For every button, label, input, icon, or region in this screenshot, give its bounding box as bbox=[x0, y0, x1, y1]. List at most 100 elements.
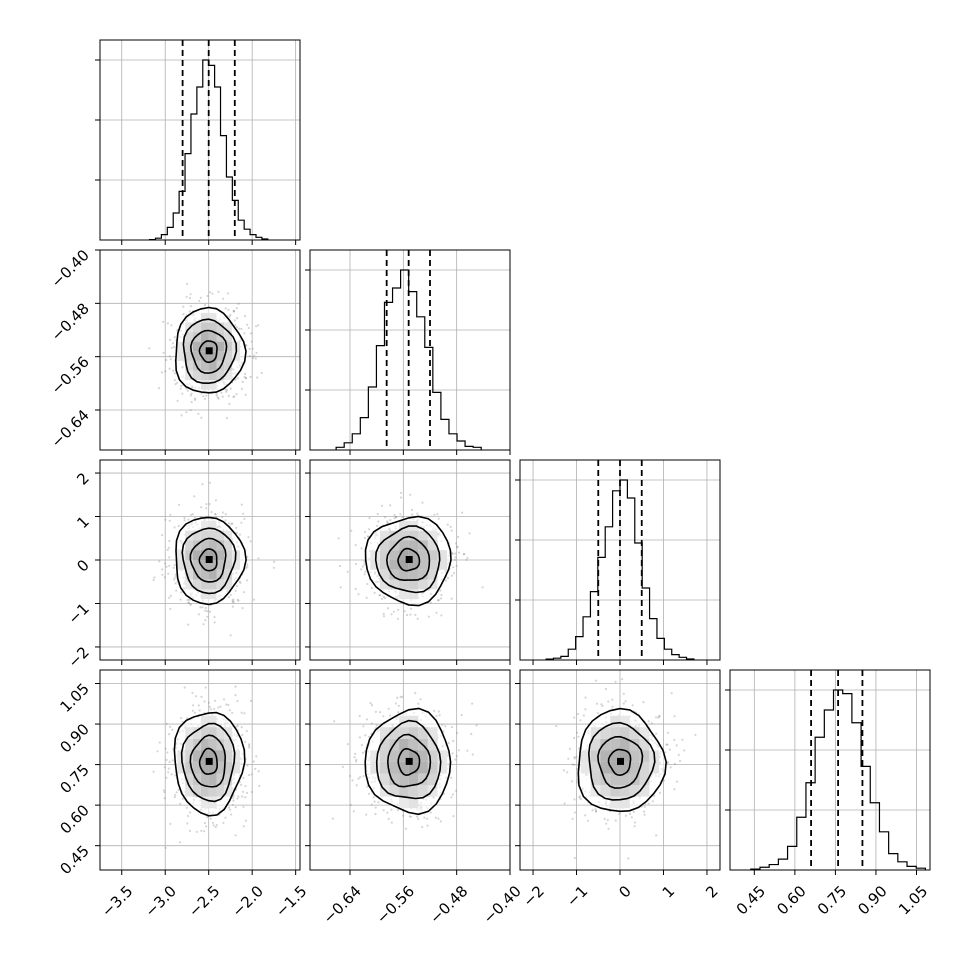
scatter-point bbox=[238, 580, 241, 583]
scatter-point bbox=[601, 704, 604, 708]
scatter-point bbox=[197, 704, 200, 707]
scatter-point bbox=[351, 779, 354, 782]
scatter-point bbox=[226, 292, 229, 295]
scatter-point bbox=[664, 751, 667, 754]
scatter-point bbox=[215, 824, 218, 827]
scatter-point bbox=[242, 591, 245, 594]
scatter-point bbox=[189, 305, 192, 308]
scatter-point bbox=[450, 776, 453, 779]
scatter-point bbox=[173, 379, 176, 382]
scatter-point bbox=[200, 506, 203, 509]
scatter-point bbox=[167, 546, 170, 549]
scatter-point bbox=[174, 794, 177, 797]
scatter-point bbox=[186, 282, 189, 285]
scatter-point bbox=[248, 347, 251, 351]
contour-level-1 bbox=[175, 516, 247, 606]
scatter-point bbox=[209, 817, 212, 820]
scatter-point bbox=[245, 729, 248, 733]
scatter-point bbox=[235, 307, 238, 310]
scatter-point bbox=[200, 695, 203, 699]
scatter-point bbox=[463, 553, 466, 556]
scatter-point bbox=[673, 715, 676, 718]
scatter-point bbox=[202, 395, 205, 398]
scatter-point bbox=[409, 613, 412, 616]
scatter-point bbox=[186, 717, 189, 720]
scatter-point bbox=[481, 586, 484, 589]
scatter-point bbox=[189, 394, 192, 397]
scatter-point bbox=[440, 593, 443, 597]
scatter-point bbox=[203, 397, 207, 400]
scatter-point bbox=[435, 611, 438, 614]
scatter-point bbox=[168, 367, 171, 370]
scatter-point bbox=[240, 783, 243, 787]
scatter-point bbox=[156, 750, 159, 753]
scatter-point bbox=[677, 753, 680, 757]
scatter-point bbox=[161, 534, 164, 537]
histogram-layer bbox=[148, 40, 927, 870]
scatter-point bbox=[435, 714, 438, 718]
scatter-point bbox=[227, 596, 230, 599]
scatter-point bbox=[401, 695, 404, 698]
scatter-point bbox=[182, 305, 185, 308]
scatter-point bbox=[604, 687, 608, 691]
scatter-point bbox=[450, 597, 453, 600]
scatter-point bbox=[177, 788, 180, 792]
scatter-point bbox=[171, 728, 174, 732]
contour-level-3 bbox=[386, 733, 432, 788]
scatter-point bbox=[694, 733, 697, 737]
scatter-point bbox=[231, 711, 234, 714]
scatter-point bbox=[210, 510, 213, 514]
scatter-point bbox=[555, 724, 558, 728]
y-tick-label: −0.56 bbox=[48, 353, 93, 398]
scatter-point bbox=[374, 812, 377, 816]
contour-level-4 bbox=[397, 747, 421, 777]
scatter-point bbox=[394, 515, 398, 519]
scatter-point bbox=[164, 562, 167, 565]
scatter-point bbox=[614, 819, 617, 822]
scatter-point bbox=[575, 781, 579, 784]
scatter-point bbox=[410, 508, 413, 511]
scatter-point bbox=[439, 820, 442, 823]
panel-frame bbox=[309, 249, 511, 451]
peak-marker bbox=[205, 347, 213, 355]
scatter-point bbox=[241, 790, 245, 794]
scatter-point bbox=[204, 606, 207, 610]
contour-level-1 bbox=[173, 711, 246, 817]
scatter-point bbox=[186, 389, 189, 392]
scatter-point bbox=[163, 576, 166, 579]
scatter-point bbox=[365, 718, 368, 721]
scatter-point bbox=[249, 699, 253, 703]
scatter-point bbox=[229, 313, 232, 317]
contour-level-4 bbox=[198, 548, 218, 572]
scatter-point bbox=[234, 324, 237, 327]
scatter-point bbox=[171, 759, 174, 762]
scatter-point bbox=[169, 822, 172, 826]
scatter-point bbox=[632, 810, 635, 814]
scatter-point bbox=[419, 698, 422, 701]
scatter-point bbox=[179, 387, 182, 390]
scatter-point bbox=[211, 821, 214, 824]
scatter-point bbox=[198, 709, 201, 712]
x-tick-label: −2.5 bbox=[185, 882, 223, 920]
scatter-point bbox=[607, 827, 610, 830]
scatter-point bbox=[423, 816, 426, 819]
scatter-point bbox=[246, 555, 249, 559]
scatter-point bbox=[437, 599, 440, 602]
contour-layer bbox=[173, 306, 668, 817]
scatter-point bbox=[193, 398, 196, 401]
scatter-point bbox=[396, 696, 399, 699]
scatter-point bbox=[433, 513, 436, 516]
scatter-point bbox=[227, 703, 230, 707]
scatter-point bbox=[179, 802, 182, 805]
scatter-point bbox=[683, 749, 686, 752]
scatter-point bbox=[197, 613, 200, 616]
scatter-point bbox=[586, 819, 590, 822]
scatter-point bbox=[387, 817, 390, 821]
scatter-point bbox=[221, 395, 224, 398]
scatter-point bbox=[213, 615, 216, 619]
scatter-point bbox=[205, 825, 208, 828]
scatter-point bbox=[167, 572, 170, 575]
scatter-point bbox=[164, 747, 167, 750]
scatter-point bbox=[235, 531, 239, 534]
scatter-point bbox=[255, 755, 258, 758]
